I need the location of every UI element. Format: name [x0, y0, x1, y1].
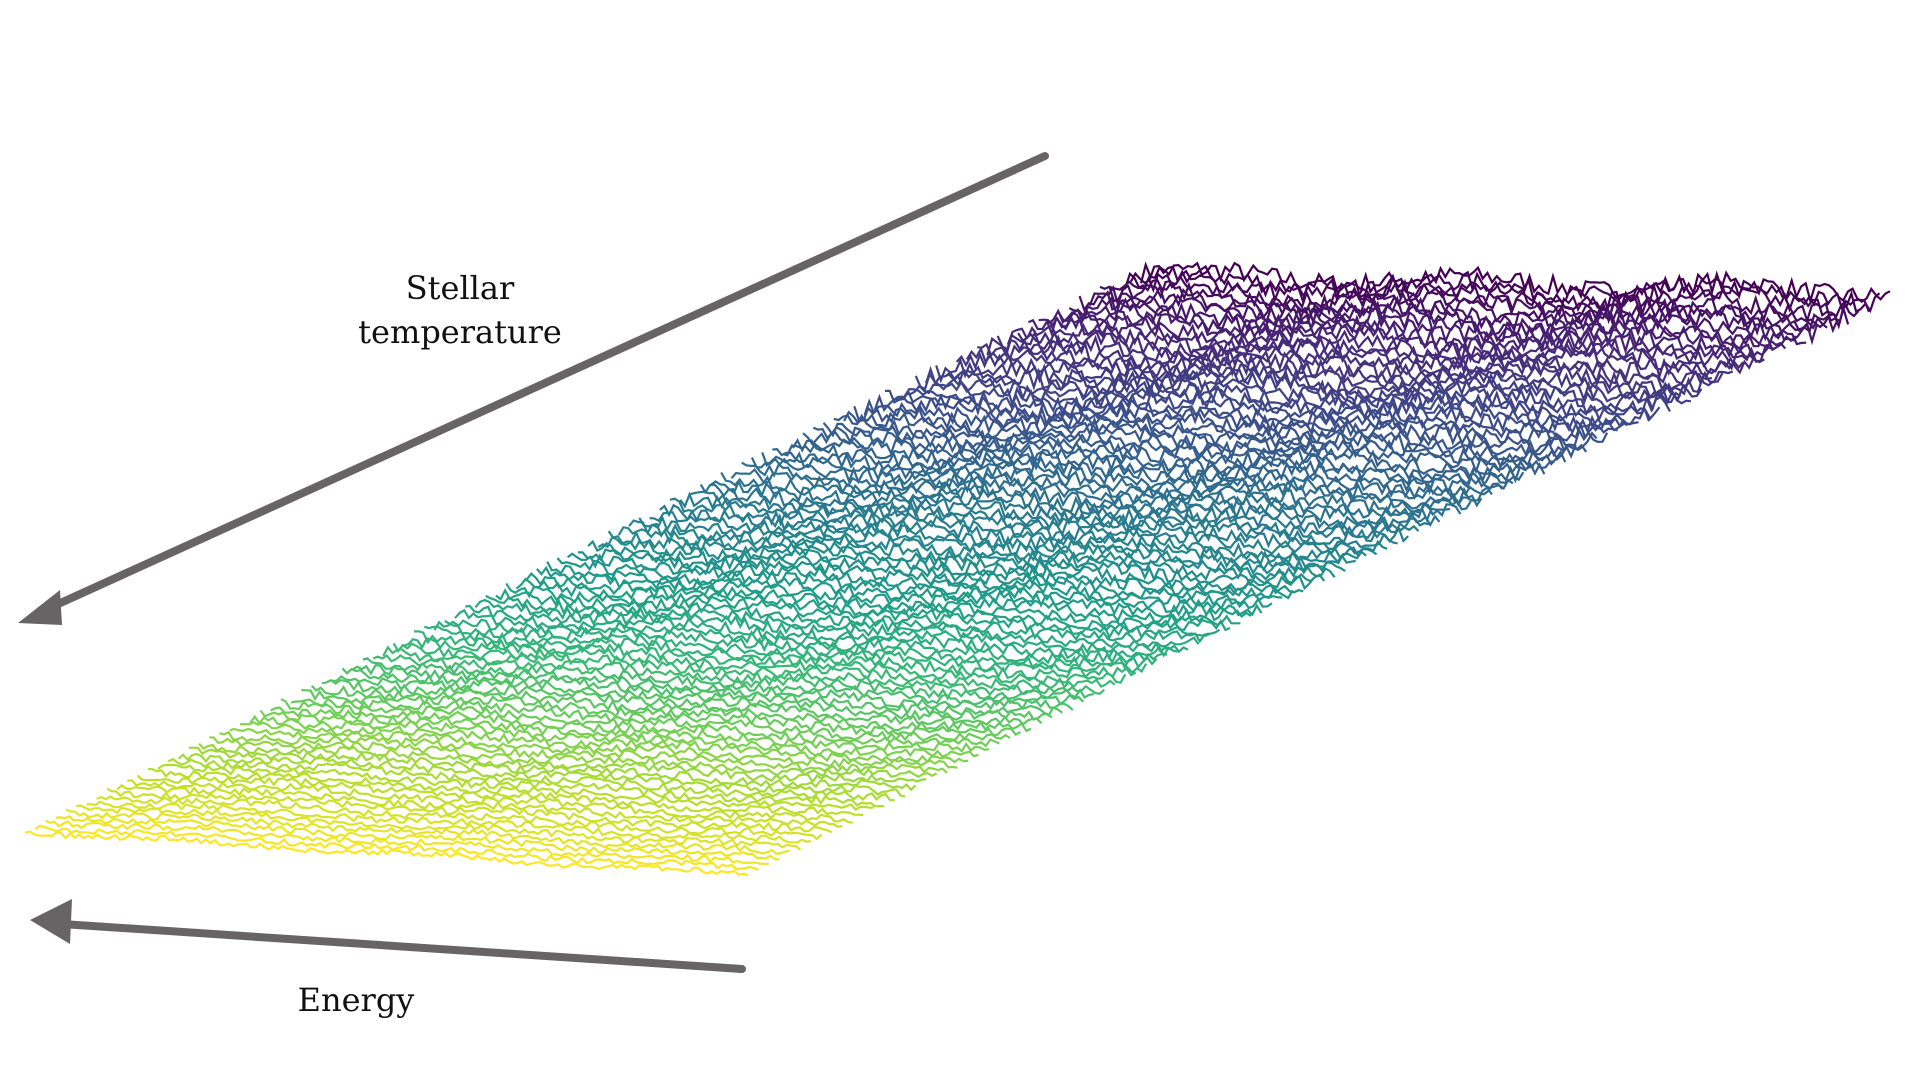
temperature-label-line1: Stellar: [405, 269, 515, 307]
spectrum-line: [761, 451, 1504, 501]
spectrum-line: [791, 437, 1534, 484]
spectrum-line: [24, 830, 749, 877]
spectrum-line: [1038, 314, 1787, 359]
spectrum-line: [127, 779, 853, 824]
spectrum-line: [136, 774, 864, 816]
spectrum-line: [802, 431, 1546, 480]
spectrum-line: [188, 746, 917, 792]
spectrum-line: [321, 678, 1053, 721]
spectrum-line: [86, 800, 812, 844]
spectrum-line: [607, 530, 1346, 576]
spectrum-line: [198, 742, 927, 784]
spectrum-line: [945, 357, 1692, 405]
spectrum-line: [147, 767, 874, 812]
spectrum-line: [1109, 274, 1860, 325]
spectrum-line: [986, 336, 1734, 385]
spectrum-line: [465, 604, 1200, 649]
spectrum-line: [76, 804, 802, 851]
spectrum-line: [116, 783, 843, 828]
spectrum-line: [659, 503, 1398, 551]
spectrum-line: [65, 808, 791, 855]
spectra-surface: [24, 261, 1891, 877]
spectrum-line: [833, 413, 1577, 463]
spectrum-line: [1129, 264, 1881, 314]
spectrum-line: [905, 379, 1651, 428]
spectrum-line: [414, 630, 1148, 675]
spectrum-line: [209, 736, 938, 778]
spectrum-line: [454, 608, 1189, 655]
temperature-label: Stellar temperature: [330, 266, 590, 354]
spectrum-line: [853, 405, 1598, 453]
spectrum-line: [525, 571, 1263, 618]
spectrum-line: [895, 387, 1639, 434]
spectrum-line: [669, 497, 1409, 545]
spectrum-line: [782, 442, 1525, 489]
spectrum-line: [34, 824, 759, 871]
spectrum-line: [885, 389, 1629, 436]
spectrum-line: [638, 515, 1378, 561]
spectrum-line: [1006, 327, 1755, 375]
spectrum-line: [259, 709, 990, 753]
spectrum-line: [106, 787, 833, 834]
spectrum-line: [157, 763, 885, 808]
spectrum-line: [403, 637, 1137, 680]
spectrum-line: [1048, 306, 1797, 352]
spectrum-line: [96, 795, 823, 841]
spectrum-line: [996, 329, 1745, 381]
spectrum-line: [741, 461, 1483, 510]
spectrum-line: [239, 721, 969, 764]
spectrum-line: [536, 565, 1273, 613]
spectrum-line: [167, 757, 895, 802]
spectrum-line: [45, 819, 769, 865]
spectrum-line: [977, 342, 1724, 390]
spectrum-line: [177, 752, 906, 798]
spectrum-line: [229, 727, 958, 769]
spectrum-line: [341, 667, 1074, 711]
spectrum-line: [628, 519, 1367, 568]
spectrum-line: [597, 535, 1336, 582]
spectrum-line: [1027, 315, 1775, 363]
temperature-arrow: [18, 152, 1049, 625]
spectrum-line: [924, 365, 1671, 417]
spectrum-line: [372, 654, 1105, 697]
spectrum-line: [423, 625, 1158, 671]
spectrum-line: [280, 698, 1011, 742]
spectrum-line: [1139, 261, 1891, 305]
spectrum-line: [249, 714, 979, 758]
spectrum-line: [772, 447, 1514, 496]
spectrum-line: [1120, 269, 1871, 318]
spectrum-line: [812, 425, 1555, 475]
energy-label: Energy: [297, 981, 415, 1019]
spectrum-line: [55, 815, 780, 861]
temperature-label-line2: temperature: [358, 313, 562, 351]
energy-arrow: [30, 899, 746, 973]
spectrum-line: [1017, 322, 1765, 371]
spectrum-line: [965, 346, 1713, 396]
spectrum-line: [873, 393, 1618, 442]
spectrum-line: [290, 697, 1021, 737]
spectrum-line: [332, 674, 1063, 717]
spectrum-line: [1078, 289, 1828, 338]
